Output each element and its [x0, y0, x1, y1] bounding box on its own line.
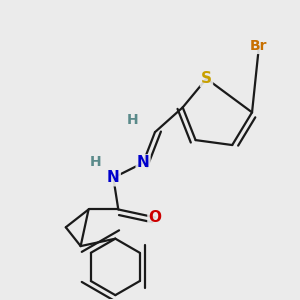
Text: H: H	[126, 113, 138, 127]
Text: H: H	[90, 155, 101, 169]
Text: Br: Br	[250, 39, 268, 53]
Text: N: N	[137, 155, 149, 170]
Text: S: S	[201, 71, 212, 86]
Text: O: O	[148, 210, 161, 225]
Text: N: N	[107, 170, 120, 185]
